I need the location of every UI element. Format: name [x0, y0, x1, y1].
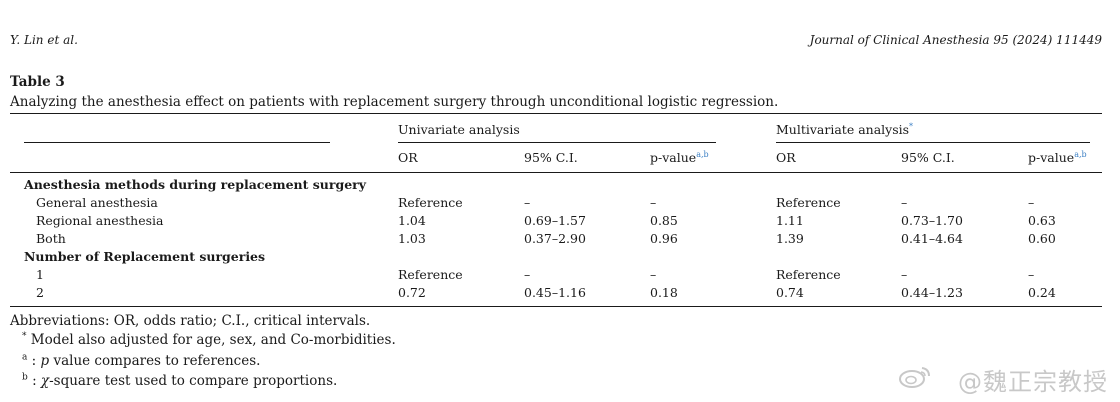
- univariate-or-cell: 1.04: [398, 213, 426, 228]
- multivariate-ci-cell: 0.41–4.64: [901, 231, 963, 246]
- univariate-or-header: OR: [398, 150, 418, 165]
- univariate-p-cell: 0.85: [650, 213, 678, 228]
- footnote-star: * Model also adjusted for age, sex, and …: [22, 332, 396, 348]
- footnote-star-mark: *: [22, 331, 27, 342]
- univariate-or-cell: Reference: [398, 267, 463, 282]
- univariate-ci-cell: 0.37–2.90: [524, 231, 586, 246]
- section-title-number-of-surgeries: Number of Replacement surgeries: [24, 249, 266, 264]
- multivariate-footnote-link[interactable]: *: [909, 121, 914, 131]
- footnote-a: a : p value compares to references.: [22, 353, 260, 369]
- multivariate-or-cell: 1.39: [776, 231, 804, 246]
- univariate-or-cell: Reference: [398, 195, 463, 210]
- multivariate-or-cell: Reference: [776, 195, 841, 210]
- univariate-ci-cell: 0.45–1.16: [524, 285, 586, 300]
- row-label: 1: [36, 267, 44, 282]
- multivariate-or-cell: 1.11: [776, 213, 804, 228]
- univariate-p-cell: –: [650, 267, 657, 282]
- univariate-p-cell: –: [650, 195, 657, 210]
- multivariate-p-cell: 0.24: [1028, 285, 1056, 300]
- footnote-b-italic: χ: [40, 373, 50, 389]
- univariate-p-cell: 0.18: [650, 285, 678, 300]
- univariate-p-cell: 0.96: [650, 231, 678, 246]
- multivariate-or-cell: Reference: [776, 267, 841, 282]
- multivariate-ci-cell: –: [901, 195, 908, 210]
- univariate-analysis-header: Univariate analysis: [398, 123, 520, 137]
- stub-header-rule: [24, 142, 330, 143]
- footnote-a-mark: a: [22, 352, 28, 363]
- weibo-logo-icon: [899, 367, 930, 388]
- row-label: Regional anesthesia: [36, 213, 164, 228]
- multivariate-p-cell: 0.63: [1028, 213, 1056, 228]
- multivariate-p-cell: 0.60: [1028, 231, 1056, 246]
- multivariate-analysis-label: Multivariate analysis: [776, 122, 910, 137]
- univariate-p-footnote-link[interactable]: a,b: [696, 149, 709, 159]
- univariate-or-cell: 0.72: [398, 285, 426, 300]
- footnote-b-rest: -square test used to compare proportions…: [49, 373, 338, 389]
- multivariate-p-cell: –: [1028, 267, 1035, 282]
- multivariate-or-cell: 0.74: [776, 285, 804, 300]
- watermark-text: @魏正宗教授: [958, 368, 1108, 396]
- univariate-or-cell: 1.03: [398, 231, 426, 246]
- multivariate-ci-cell: –: [901, 267, 908, 282]
- column-header-rule: [10, 172, 1102, 173]
- row-label: Both: [36, 231, 66, 246]
- table-top-rule: [10, 113, 1102, 114]
- multivariate-p-footnote-link[interactable]: a,b: [1074, 149, 1087, 159]
- footnote-b-prefix: :: [32, 373, 41, 389]
- running-header-journal: Journal of Clinical Anesthesia 95 (2024)…: [809, 33, 1102, 47]
- multivariate-ci-cell: 0.44–1.23: [901, 285, 963, 300]
- table-bottom-rule: [10, 306, 1102, 307]
- multivariate-header-rule: [776, 142, 1090, 143]
- multivariate-p-cell: –: [1028, 195, 1035, 210]
- footnote-star-text: Model also adjusted for age, sex, and Co…: [30, 332, 396, 348]
- footnote-b-mark: b: [22, 372, 28, 383]
- multivariate-ci-cell: 0.73–1.70: [901, 213, 963, 228]
- running-header-authors: Y. Lin et al.: [10, 33, 78, 47]
- table-label: Table 3: [10, 74, 65, 90]
- univariate-ci-header: 95% C.I.: [524, 150, 578, 165]
- footnote-abbreviations: Abbreviations: OR, odds ratio; C.I., cri…: [10, 313, 371, 329]
- footnote-b: b : χ-square test used to compare propor…: [22, 373, 337, 389]
- multivariate-p-header: p-valuea,b: [1028, 149, 1087, 165]
- footnote-a-prefix: :: [31, 353, 41, 369]
- univariate-p-label: p-value: [650, 150, 697, 165]
- row-label: 2: [36, 285, 44, 300]
- univariate-header-rule: [398, 142, 716, 143]
- multivariate-or-header: OR: [776, 150, 796, 165]
- multivariate-analysis-header: Multivariate analysis*: [776, 121, 914, 137]
- section-title-anesthesia-methods: Anesthesia methods during replacement su…: [24, 177, 367, 192]
- multivariate-p-label: p-value: [1028, 150, 1075, 165]
- row-label: General anesthesia: [36, 195, 158, 210]
- univariate-analysis-label: Univariate analysis: [398, 122, 520, 137]
- univariate-ci-cell: 0.69–1.57: [524, 213, 586, 228]
- univariate-p-header: p-valuea,b: [650, 149, 709, 165]
- univariate-ci-cell: –: [524, 195, 531, 210]
- table-caption: Analyzing the anesthesia effect on patie…: [10, 94, 779, 110]
- footnote-a-italic: p: [40, 353, 50, 369]
- univariate-ci-cell: –: [524, 267, 531, 282]
- footnote-a-rest: value compares to references.: [49, 353, 261, 369]
- multivariate-ci-header: 95% C.I.: [901, 150, 955, 165]
